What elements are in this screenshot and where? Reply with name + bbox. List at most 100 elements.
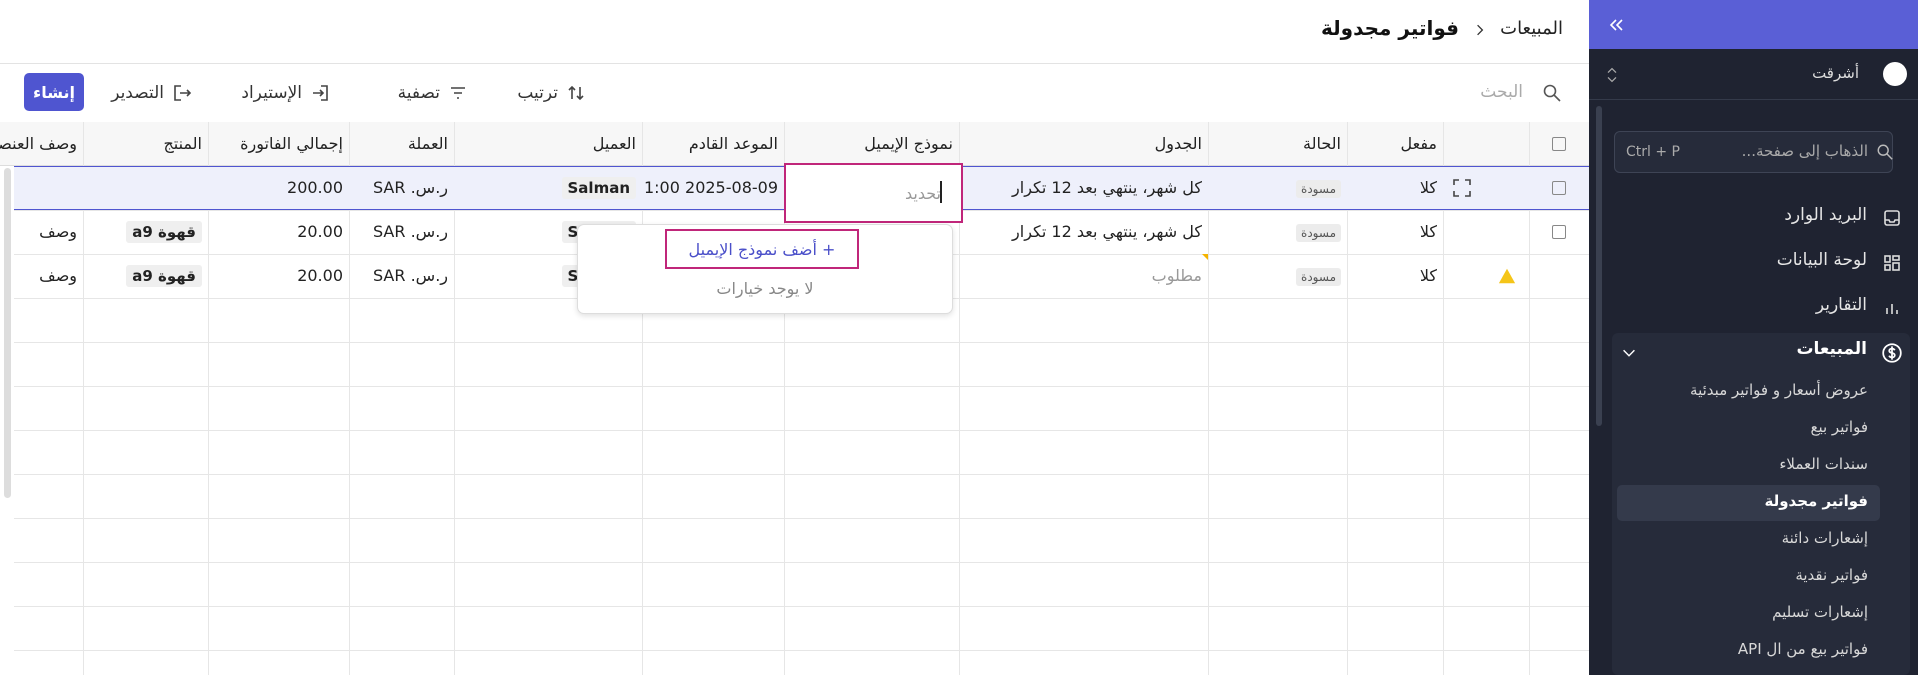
divider — [0, 63, 1589, 64]
table-cell[interactable]: 2025-08-09 1:00 — [642, 166, 784, 210]
required-text: مطلوب — [1151, 266, 1202, 285]
table-header — [0, 122, 1589, 166]
goto-icon — [1876, 143, 1894, 161]
column-divider — [642, 122, 643, 675]
table-cell[interactable]: مسودة — [1208, 210, 1347, 254]
nav-subitem[interactable]: عروض أسعار و فواتير مبدئية — [1690, 381, 1868, 399]
import-label: الإستيراد — [241, 83, 302, 103]
required-marker — [1202, 254, 1208, 260]
cell-text: كلا — [1419, 266, 1437, 285]
workspace-name[interactable]: أشرقت — [1812, 64, 1859, 82]
sidebar-top — [1589, 0, 1918, 49]
row-divider — [14, 518, 1589, 519]
cell-editor[interactable]: تحديد — [784, 163, 963, 223]
chip: Salman — [561, 177, 636, 199]
breadcrumb-parent[interactable]: المبيعات — [1500, 18, 1563, 39]
column-header[interactable]: العملة — [407, 134, 448, 153]
table-cell[interactable]: 20.00 — [208, 254, 349, 298]
nav-subitem[interactable]: إشعارات تسليم — [1772, 603, 1868, 621]
nav-subitem[interactable]: فواتير بيع من ال API — [1737, 640, 1868, 658]
export-button[interactable]: التصدير — [62, 80, 192, 106]
chip: قهوة a9 — [126, 221, 202, 243]
nav-item[interactable]: البريد الوارد — [1784, 205, 1867, 225]
filter-button[interactable]: تصفية — [338, 80, 468, 106]
caret — [940, 181, 942, 203]
column-divider — [1443, 122, 1444, 675]
column-divider — [83, 122, 84, 675]
nav-subitem[interactable]: إشعارات دائنة — [1781, 529, 1868, 547]
checkbox[interactable] — [1552, 181, 1566, 195]
table-cell[interactable]: مسودة — [1208, 166, 1347, 210]
add-option[interactable]: + أضف نموذج الإيميل — [665, 229, 859, 269]
nav-item[interactable]: لوحة البيانات — [1776, 250, 1867, 270]
table-cell[interactable]: 20.00 — [208, 210, 349, 254]
table-cell[interactable]: كلا — [1347, 166, 1443, 210]
column-divider — [1347, 122, 1348, 675]
column-header[interactable]: وصف العنصر — [0, 134, 77, 153]
table-cell[interactable]: Salman — [454, 166, 642, 210]
column-header[interactable]: مفعل — [1400, 134, 1438, 153]
table-cell[interactable]: مسودة — [1208, 254, 1347, 298]
checkbox[interactable] — [1552, 225, 1566, 239]
cell-text: وصف — [39, 222, 77, 241]
table-cell[interactable]: كل شهر، ينتهي بعد 12 تكرار — [959, 210, 1208, 254]
table-cell[interactable]: ر.س. SAR — [349, 210, 454, 254]
column-divider — [208, 122, 209, 675]
row-divider — [14, 474, 1589, 475]
cell-text: ر.س. SAR — [372, 178, 448, 197]
table-cell[interactable]: ر.س. SAR — [349, 254, 454, 298]
cell-text: 200.00 — [287, 178, 343, 197]
nav-subitem[interactable]: فواتير بيع — [1810, 418, 1868, 436]
row-divider — [14, 650, 1589, 651]
switch-icon — [1604, 64, 1620, 86]
column-header[interactable]: الموعد القادم — [688, 134, 778, 153]
sidebar-scroll — [1596, 106, 1602, 426]
row-divider — [14, 342, 1589, 343]
column-header[interactable]: نموذج الإيميل — [864, 134, 953, 153]
nav-subitem[interactable]: فواتير نقدية — [1795, 566, 1868, 584]
import-button[interactable]: الإستيراد — [200, 80, 330, 106]
table-cell[interactable]: قهوة a9 — [83, 210, 208, 254]
warning-icon — [1498, 267, 1516, 285]
column-divider — [1208, 122, 1209, 675]
nav-subitem[interactable]: سندات العملاء — [1779, 455, 1868, 473]
column-header[interactable]: المنتج — [163, 134, 202, 153]
table-cell[interactable]: مطلوب — [959, 254, 1208, 298]
nav-subitem[interactable]: فواتير مجدولة — [1764, 492, 1869, 510]
expand-chevron — [1620, 344, 1638, 362]
table-cell[interactable]: وصف — [0, 254, 83, 298]
nav-item[interactable]: التقارير — [1815, 295, 1867, 315]
column-header[interactable]: الجدول — [1154, 134, 1202, 153]
scrollbar — [4, 168, 11, 498]
column-divider — [959, 122, 960, 675]
nav-icon — [1882, 253, 1902, 273]
chevron — [1472, 22, 1488, 38]
column-header[interactable]: الحالة — [1303, 134, 1341, 153]
table-cell[interactable]: كلا — [1347, 210, 1443, 254]
checkbox[interactable] — [1552, 137, 1566, 151]
avatar[interactable] — [1883, 62, 1907, 86]
table-cell[interactable]: كلا — [1347, 254, 1443, 298]
column-header[interactable]: العميل — [592, 134, 636, 153]
search-icon — [1542, 83, 1562, 103]
nav-group[interactable]: المبيعات — [1796, 339, 1867, 359]
cell-text: 20.00 — [297, 266, 343, 285]
goto-search[interactable] — [1614, 131, 1893, 173]
goto-placeholder: الذهاب إلى صفحة... — [1741, 142, 1868, 160]
table-cell[interactable]: قهوة a9 — [83, 254, 208, 298]
column-header[interactable]: إجمالي الفاتورة — [240, 134, 343, 153]
table-cell[interactable]: كل شهر، ينتهي بعد 12 تكرار — [959, 166, 1208, 210]
status-chip: مسودة — [1296, 180, 1341, 198]
search-input[interactable]: البحث — [1480, 82, 1523, 102]
table-cell[interactable]: وصف — [0, 210, 83, 254]
export-label: التصدير — [111, 83, 164, 103]
cell-text: ر.س. SAR — [372, 266, 448, 285]
sort-button[interactable]: ترتيب — [456, 80, 586, 106]
cell-text: كلا — [1419, 222, 1437, 241]
status-chip: مسودة — [1296, 224, 1341, 242]
table-cell[interactable]: 200.00 — [208, 166, 349, 210]
sort-icon — [566, 83, 586, 103]
create-button[interactable]: إنشاء — [24, 73, 84, 111]
table-cell[interactable]: ر.س. SAR — [349, 166, 454, 210]
